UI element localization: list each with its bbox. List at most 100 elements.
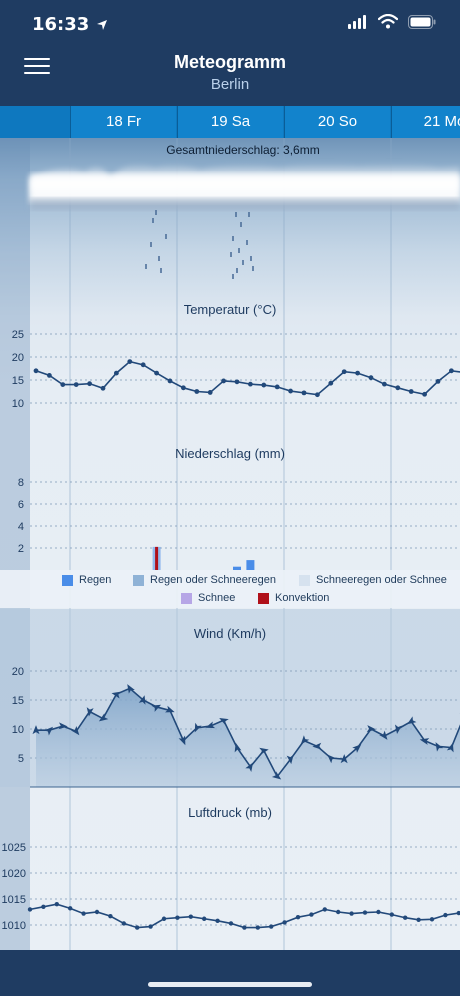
day-tab[interactable]: 20 So	[284, 106, 390, 138]
precip-tick: 2	[18, 543, 24, 555]
wind-tick: 10	[12, 724, 24, 736]
wind-direction-arrow	[219, 717, 229, 726]
pressure-point	[322, 907, 327, 912]
rain-drop	[250, 256, 252, 261]
temperature-title: Temperatur (°C)	[184, 302, 277, 317]
day-tab[interactable]: 18 Fr	[70, 106, 176, 138]
legend-swatch	[181, 592, 192, 604]
wind-direction-arrow	[245, 762, 254, 772]
temperature-point	[261, 382, 267, 388]
day-tab[interactable]: 21 Mo	[391, 106, 460, 138]
legend-swatch	[62, 574, 73, 586]
rain-drop	[232, 236, 234, 241]
legend-item-konvektion: Konvektion	[258, 592, 329, 604]
wind-direction-arrow	[312, 742, 322, 750]
temperature-point	[154, 370, 160, 376]
wind-direction-arrow	[379, 730, 388, 740]
temperature-point	[87, 381, 92, 387]
temperature-point	[234, 379, 240, 385]
temperature-point	[114, 370, 119, 376]
wind-direction-arrow	[32, 725, 40, 735]
wind-direction-arrow	[259, 747, 269, 755]
pressure-point	[269, 924, 274, 929]
wind-direction-arrow	[419, 738, 430, 745]
temperature-point	[368, 375, 374, 381]
precip-bar	[233, 566, 241, 570]
wind-direction-arrow	[234, 742, 242, 753]
rain-drop	[242, 260, 244, 265]
temp-tick: 20	[12, 352, 24, 364]
wind-direction-arrow	[194, 722, 202, 733]
home-indicator[interactable]	[148, 982, 312, 987]
battery-icon	[408, 14, 436, 29]
wind-direction-arrow	[205, 721, 216, 729]
rain-drop	[238, 248, 240, 253]
legend-swatch	[258, 592, 269, 604]
temperature-point	[435, 378, 441, 384]
pressure-point	[389, 912, 394, 917]
temperature-chart	[30, 333, 460, 404]
wind-direction-arrow	[286, 754, 294, 765]
pressure-point	[54, 902, 59, 907]
status-time: 16:33	[32, 14, 108, 35]
wifi-icon	[378, 14, 398, 29]
pressure-point	[68, 906, 73, 911]
precip-bar-konvektion	[155, 546, 159, 570]
wind-direction-arrow	[271, 771, 282, 780]
pressure-point	[362, 910, 368, 915]
legend-label: Schneeregen oder Schnee	[316, 574, 447, 586]
day-tab[interactable]: 19 Sa	[177, 106, 283, 138]
left-gutter	[0, 138, 30, 950]
pressure-point	[121, 921, 127, 926]
meteogram-chart[interactable]: Gesamtniederschlag: 3,6mm Temperatur (°C…	[0, 138, 460, 950]
temperature-point	[127, 359, 133, 364]
pressure-point	[188, 914, 193, 919]
wind-direction-arrow	[394, 724, 402, 734]
pressure-point	[255, 925, 260, 930]
rain-drop	[236, 268, 238, 273]
wind-direction-arrow	[86, 707, 94, 717]
legend-label: Schnee	[198, 592, 236, 604]
day-tab-bar: 18 Fr 19 Sa 20 So 21 Mo	[0, 106, 460, 138]
pressure-tick: 1020	[2, 868, 26, 880]
temperature-point	[315, 392, 320, 398]
temperature-point	[194, 389, 200, 394]
pressure-point	[81, 911, 86, 916]
rain-drop	[235, 212, 237, 217]
pressure-point	[443, 912, 448, 918]
pressure-tick: 1015	[2, 894, 26, 906]
pressure-tick: 1025	[2, 842, 26, 854]
pressure-line	[29, 903, 460, 929]
temperature-point	[328, 380, 334, 386]
temperature-point	[207, 390, 213, 395]
rain-drop	[150, 242, 152, 247]
wind-tick: 20	[12, 666, 24, 678]
temperature-point	[100, 385, 106, 391]
rain-drop	[165, 234, 167, 239]
wind-direction-arrow	[138, 695, 146, 705]
legend-label: Konvektion	[275, 592, 330, 604]
legend-swatch	[133, 574, 144, 586]
pressure-title: Luftdruck (mb)	[188, 805, 272, 820]
precip-tick: 6	[18, 499, 24, 511]
temperature-point	[395, 385, 401, 391]
pressure-point	[416, 917, 421, 922]
legend-item-schneeregen-schnee: Schneeregen oder Schnee	[299, 574, 447, 586]
temperature-point	[422, 391, 427, 397]
wind-direction-arrow	[435, 742, 444, 752]
wind-tick: 5	[18, 753, 24, 765]
temperature-point	[221, 378, 227, 384]
hamburger-menu-icon[interactable]	[24, 58, 50, 78]
pressure-point	[148, 924, 153, 929]
wind-direction-arrow	[111, 691, 122, 699]
pressure-point	[228, 921, 234, 926]
wind-direction-arrow	[352, 744, 362, 753]
pressure-point	[215, 918, 220, 924]
legend-item-regen-schneeregen: Regen oder Schneeregen	[133, 574, 276, 586]
wind-area	[36, 688, 460, 787]
precip-total-label: Gesamtniederschlag: 3,6mm	[166, 143, 319, 157]
pressure-point	[429, 917, 435, 922]
meteogram-svg: Gesamtniederschlag: 3,6mm Temperatur (°C…	[0, 138, 460, 950]
pressure-point	[108, 913, 113, 919]
pressure-point	[41, 904, 46, 909]
